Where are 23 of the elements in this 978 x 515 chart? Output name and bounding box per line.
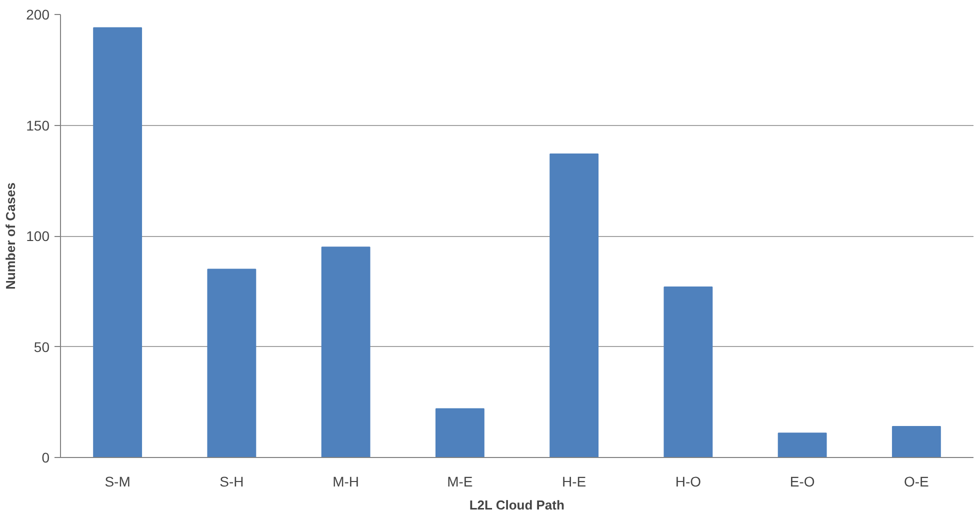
y-axis-title: Number of Cases: [3, 182, 18, 290]
y-tick-label: 0: [42, 450, 50, 466]
bar: [93, 27, 142, 458]
x-tick-label: E-O: [790, 474, 815, 490]
y-tick-label: 100: [26, 228, 50, 244]
bar: [321, 246, 370, 458]
bar: [892, 426, 941, 458]
bar: [207, 268, 256, 458]
y-tick-label: 200: [26, 6, 50, 22]
x-tick-label: H-O: [675, 474, 702, 490]
x-tick-label: M-H: [332, 474, 360, 490]
bar: [550, 154, 599, 458]
x-tick-label: M-E: [447, 474, 473, 490]
x-tick-label: S-H: [220, 474, 244, 490]
bar: [435, 408, 484, 458]
x-tick-label: O-E: [904, 474, 929, 490]
bar: [778, 432, 827, 458]
y-tick-label: 50: [34, 338, 50, 355]
x-tick-label: H-E: [562, 474, 586, 490]
bar: [664, 286, 713, 458]
x-tick-label: S-M: [104, 474, 130, 490]
y-tick-label: 150: [26, 117, 50, 134]
x-axis-title: L2L Cloud Path: [469, 498, 564, 512]
